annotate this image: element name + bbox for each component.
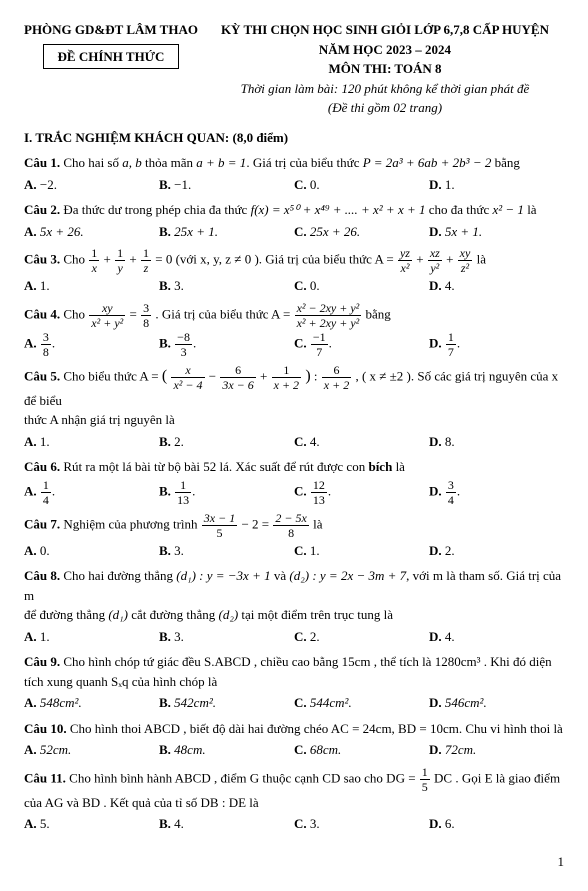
- question-3: Câu 3. Cho 1x + 1y + 1z = 0 (với x, y, z…: [24, 247, 564, 274]
- question-11-line2: của AG và BD . Kết quả của tỉ số DB : DE…: [24, 793, 564, 813]
- exam-subject: MÔN THI: TOÁN 8: [206, 59, 564, 79]
- question-5-line2: thức A nhận giá trị nguyên là: [24, 410, 564, 430]
- question-2: Câu 2. Đa thức dư trong phép chia đa thứ…: [24, 200, 564, 220]
- question-8: Câu 8. Cho hai đường thẳng (d₁) : y = −3…: [24, 566, 564, 605]
- q2-options: A. 5x + 26. B. 25x + 1. C. 25x + 26. D. …: [24, 222, 564, 242]
- exam-year: NĂM HỌC 2023 – 2024: [206, 40, 564, 60]
- official-box: ĐỀ CHÍNH THỨC: [43, 44, 180, 70]
- question-7: Câu 7. Nghiệm của phương trình 3x − 15 −…: [24, 512, 564, 539]
- q10-options: A. 52cm. B. 48cm. C. 68cm. D. 72cm.: [24, 740, 564, 760]
- q9-options: A. 548cm². B. 542cm². C. 544cm². D. 546c…: [24, 693, 564, 713]
- question-10: Câu 10. Cho hình thoi ABCD , biết độ dài…: [24, 719, 564, 739]
- question-9-line2: tích xung quanh Sₓq của hình chóp là: [24, 672, 564, 692]
- page-number: 1: [24, 852, 564, 872]
- q4-options: A. 38. B. −83. C. −17. D. 17.: [24, 331, 564, 358]
- exam-duration: Thời gian làm bài: 120 phút không kể thờ…: [206, 79, 564, 99]
- question-11: Câu 11. Cho hình bình hành ABCD , điểm G…: [24, 766, 564, 793]
- question-9: Câu 9. Cho hình chóp tứ giác đều S.ABCD …: [24, 652, 564, 672]
- q11-options: A. 5. B. 4. C. 3. D. 6.: [24, 814, 564, 834]
- exam-title-1: KỲ THI CHỌN HỌC SINH GIỎI LỚP 6,7,8 CẤP …: [206, 20, 564, 40]
- q7-options: A. 0. B. 3. C. 1. D. 2.: [24, 541, 564, 561]
- question-1: Câu 1. Cho hai số a, b thỏa mãn a + b = …: [24, 153, 564, 173]
- q3-options: A. 1. B. 3. C. 0. D. 4.: [24, 276, 564, 296]
- q5-options: A. 1. B. 2. C. 4. D. 8.: [24, 432, 564, 452]
- q1-options: A. −2. B. −1. C. 0. D. 1.: [24, 175, 564, 195]
- exam-pages: (Đề thi gồm 02 trang): [206, 98, 564, 118]
- question-5: Câu 5. Cho biểu thức A = ( xx² − 4 − 63x…: [24, 364, 564, 411]
- dept-name: PHÒNG GD&ĐT LÂM THAO: [24, 20, 198, 40]
- question-6: Câu 6. Rút ra một lá bài từ bộ bài 52 lá…: [24, 457, 564, 477]
- question-4: Câu 4. Cho xyx² + y² = 38 . Giá trị của …: [24, 302, 564, 329]
- section-title: I. TRẮC NGHIỆM KHÁCH QUAN: (8,0 điểm): [24, 128, 564, 148]
- q6-options: A. 14. B. 113. C. 1213. D. 34.: [24, 479, 564, 506]
- question-8-line2: để đường thẳng (d₁) cắt đường thẳng (d₂)…: [24, 605, 564, 625]
- q8-options: A. 1. B. 3. C. 2. D. 4.: [24, 627, 564, 647]
